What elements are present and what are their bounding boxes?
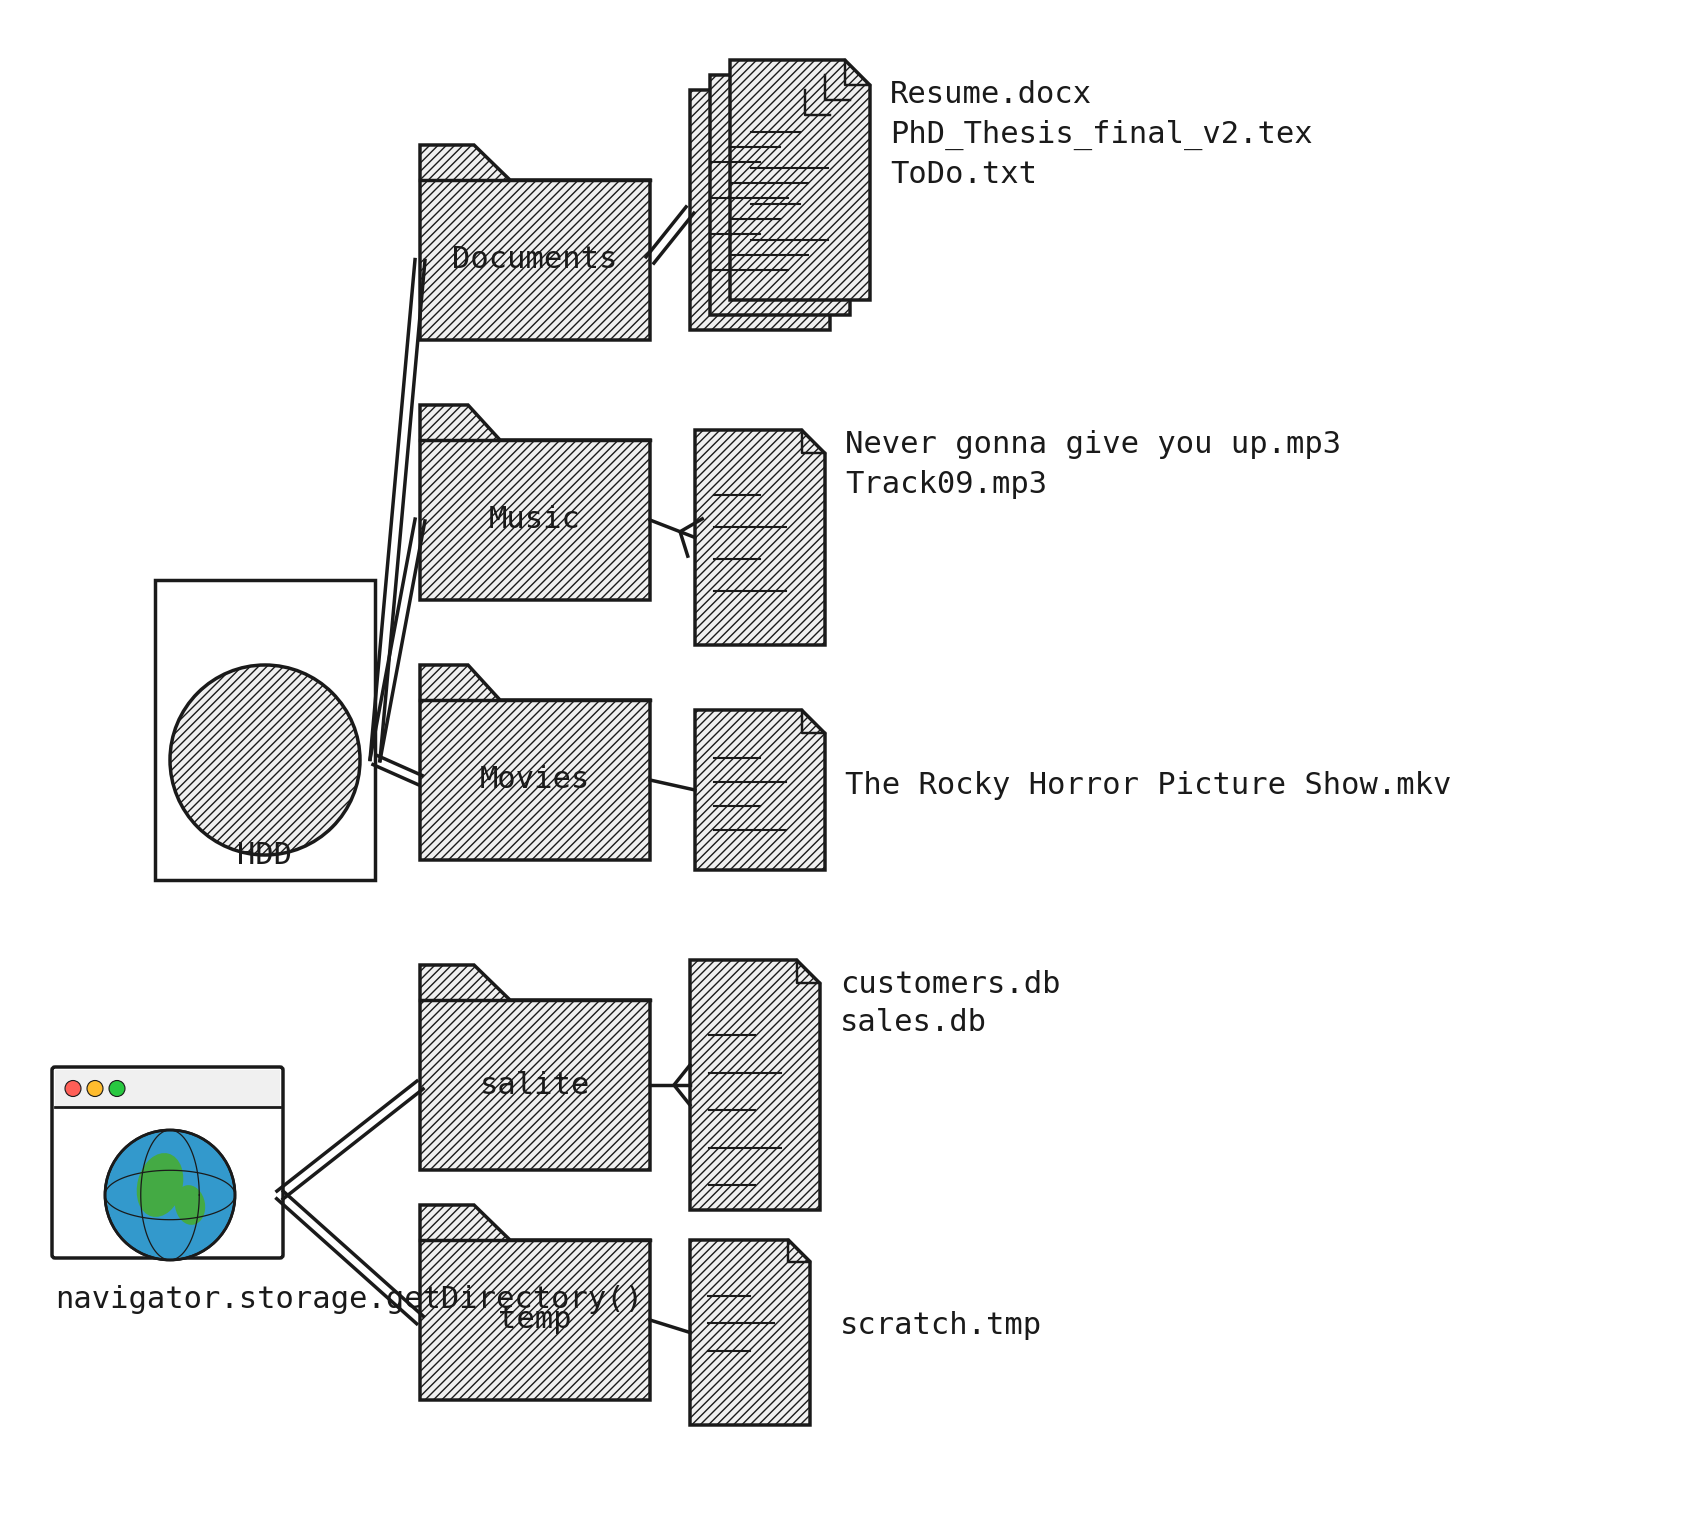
Text: Resume.docx: Resume.docx bbox=[890, 81, 1093, 110]
Bar bbox=[56, 1070, 280, 1106]
Text: Documents: Documents bbox=[452, 245, 617, 274]
Text: scratch.tmp: scratch.tmp bbox=[840, 1310, 1042, 1339]
Text: Movies: Movies bbox=[481, 766, 590, 794]
Text: PhD_Thesis_final_v2.tex: PhD_Thesis_final_v2.tex bbox=[890, 120, 1313, 151]
Text: sales.db: sales.db bbox=[840, 1008, 986, 1036]
Polygon shape bbox=[710, 75, 850, 315]
Circle shape bbox=[110, 1081, 125, 1096]
Text: customers.db: customers.db bbox=[840, 970, 1060, 998]
Ellipse shape bbox=[175, 1186, 206, 1225]
Circle shape bbox=[105, 1129, 234, 1260]
Text: ToDo.txt: ToDo.txt bbox=[890, 160, 1037, 189]
Bar bbox=[155, 580, 374, 880]
Text: temp: temp bbox=[499, 1306, 572, 1335]
Text: The Rocky Horror Picture Show.mkv: The Rocky Horror Picture Show.mkv bbox=[845, 770, 1452, 799]
Text: navigator.storage.getDirectory(): navigator.storage.getDirectory() bbox=[56, 1285, 642, 1313]
Polygon shape bbox=[420, 405, 651, 600]
Circle shape bbox=[66, 1081, 81, 1096]
Polygon shape bbox=[695, 431, 824, 645]
Text: Music: Music bbox=[489, 505, 582, 534]
Ellipse shape bbox=[137, 1154, 184, 1218]
Polygon shape bbox=[690, 1240, 809, 1425]
Polygon shape bbox=[695, 709, 824, 871]
Polygon shape bbox=[690, 90, 830, 330]
Polygon shape bbox=[690, 960, 819, 1210]
Polygon shape bbox=[420, 1205, 651, 1400]
Text: salite: salite bbox=[481, 1070, 590, 1099]
Polygon shape bbox=[730, 59, 870, 300]
Polygon shape bbox=[420, 665, 651, 860]
FancyBboxPatch shape bbox=[52, 1067, 283, 1259]
Text: Never gonna give you up.mp3: Never gonna give you up.mp3 bbox=[845, 431, 1340, 460]
Polygon shape bbox=[420, 965, 651, 1170]
Circle shape bbox=[88, 1081, 103, 1096]
Text: HDD: HDD bbox=[238, 840, 293, 869]
Polygon shape bbox=[420, 145, 651, 339]
Text: Track09.mp3: Track09.mp3 bbox=[845, 470, 1047, 499]
Circle shape bbox=[170, 665, 361, 855]
